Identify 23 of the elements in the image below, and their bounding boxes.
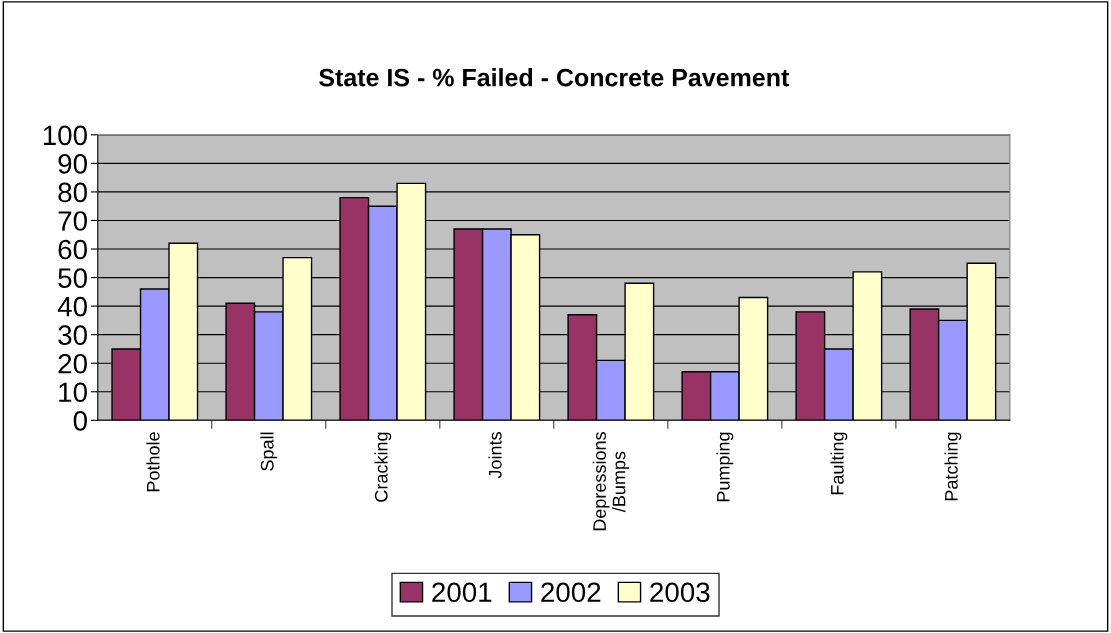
- y-tick-label: 100: [43, 125, 87, 146]
- legend-label: 2002: [541, 582, 601, 603]
- x-tick-label: Pothole: [146, 432, 160, 492]
- y-tick-label: 20: [58, 353, 87, 374]
- x-tick-label: Depressions /Bumps: [592, 432, 629, 531]
- y-tick-label: 70: [58, 211, 87, 231]
- y-tick-label: 50: [58, 268, 87, 288]
- x-tick-label: Joints: [488, 432, 502, 479]
- x-tick-label: Faulting: [830, 432, 848, 495]
- y-tick-label: 90: [58, 154, 87, 174]
- x-tick-label: Spall: [260, 432, 278, 471]
- legend-label: 2001: [432, 582, 492, 603]
- y-tick-label: 10: [59, 382, 87, 403]
- y-tick-label: 40: [57, 296, 87, 317]
- chart-title: State IS - % Failed - Concrete Pavement: [319, 68, 790, 87]
- y-tick-label: 30: [58, 325, 87, 346]
- y-tick-label: 60: [58, 239, 87, 260]
- y-tick-label: 80: [58, 182, 87, 203]
- x-tick-label: Cracking: [374, 432, 392, 502]
- legend-label: 2003: [650, 582, 710, 603]
- x-tick-label: Patching: [944, 432, 962, 501]
- x-tick-label: Pumping: [716, 432, 734, 502]
- y-tick-label: 0: [73, 410, 87, 431]
